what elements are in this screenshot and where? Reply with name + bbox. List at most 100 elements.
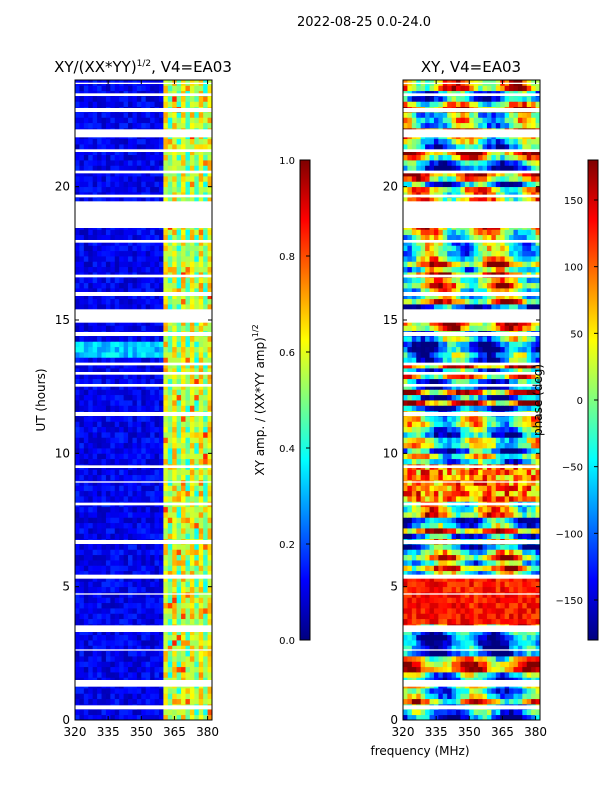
amp-cell	[119, 490, 125, 497]
phase-cell	[526, 576, 532, 582]
phase-cell	[491, 618, 497, 625]
amp-cell	[194, 149, 200, 156]
amp-cell	[110, 640, 116, 646]
amp-cell	[185, 613, 191, 620]
amp-cell	[185, 234, 191, 241]
amp-cell	[75, 656, 80, 662]
flagged-gap	[75, 540, 212, 544]
amp-cell	[88, 570, 94, 577]
amp-cell	[172, 229, 178, 236]
phase-cell	[504, 554, 510, 561]
amp-cell	[181, 672, 186, 678]
amp-cell	[101, 277, 107, 284]
amp-cell	[92, 517, 98, 524]
amp-cell	[97, 522, 102, 529]
phase-cell	[403, 581, 408, 588]
amp-cell	[101, 698, 107, 705]
phase-cell	[433, 634, 439, 641]
phase-cell	[456, 698, 461, 705]
amp-cell	[92, 277, 98, 284]
amp-cell	[75, 672, 80, 678]
phase-cell	[438, 576, 444, 582]
amp-cell	[119, 282, 125, 289]
phase-cell	[491, 714, 497, 721]
phase-cell	[509, 544, 514, 550]
phase-cell	[513, 709, 519, 716]
phase-cell	[504, 528, 510, 534]
amp-cell	[119, 666, 125, 673]
phase-cell	[420, 544, 426, 550]
phase-cell	[433, 656, 439, 662]
phase-cell	[482, 544, 488, 550]
amp-cell	[207, 672, 213, 678]
amp-cell	[128, 714, 133, 721]
phase-cell	[522, 613, 528, 620]
amp-cell	[79, 565, 85, 572]
amp-cell	[207, 474, 213, 481]
phase-cell	[535, 629, 541, 636]
amp-cell	[105, 250, 111, 257]
amp-cell	[158, 544, 164, 550]
amp-cell	[83, 656, 89, 662]
phase-cell	[535, 586, 541, 593]
amp-cell	[176, 490, 182, 497]
phase-cell	[500, 597, 506, 604]
amp-cell	[172, 336, 178, 342]
amp-cell	[172, 240, 178, 246]
phase-cell	[495, 554, 501, 561]
amp-cell	[128, 165, 133, 172]
amp-cell	[79, 144, 85, 150]
amp-cell	[167, 576, 173, 582]
amp-cell	[181, 474, 186, 481]
amp-cell	[176, 709, 182, 716]
phase-cell	[486, 592, 492, 598]
amp-cell	[88, 528, 94, 534]
amp-cell	[110, 250, 116, 257]
amp-cell	[181, 261, 186, 268]
amp-cell	[110, 245, 116, 252]
phase-cell	[416, 640, 422, 646]
amp-cell	[105, 138, 111, 145]
phase-cell	[509, 672, 514, 678]
amp-cell	[123, 277, 129, 284]
phase-cell	[482, 554, 488, 561]
phase-cell	[425, 634, 430, 641]
amp-cell	[189, 160, 195, 166]
amp-cell	[119, 586, 125, 593]
amp-cell	[92, 298, 98, 305]
amp-cell	[75, 357, 80, 364]
amp-cell	[145, 373, 151, 380]
phase-cell	[526, 709, 532, 716]
amp-cell	[145, 549, 151, 556]
amp-cell	[172, 480, 178, 486]
amp-cell	[189, 640, 195, 646]
phase-cell	[425, 522, 430, 529]
amp-cell	[119, 512, 125, 518]
amp-cell	[114, 352, 120, 358]
amp-cell	[136, 453, 142, 460]
amp-cell	[123, 149, 129, 156]
phase-cell	[469, 522, 475, 529]
amp-cell	[189, 320, 195, 326]
amp-cell	[154, 112, 160, 118]
amp-cell	[92, 426, 98, 433]
amp-cell	[141, 186, 147, 193]
amp-cell	[141, 320, 147, 326]
amp-cell	[83, 608, 89, 614]
amp-cell	[101, 442, 107, 449]
amp-cell	[141, 549, 147, 556]
amp-cell	[136, 96, 142, 102]
amp-cell	[110, 256, 116, 262]
amp-cell	[185, 432, 191, 438]
phase-cell	[442, 554, 448, 561]
amp-cell	[105, 432, 111, 438]
amp-cell	[119, 144, 125, 150]
amp-cell	[163, 634, 169, 641]
amp-cell	[83, 170, 89, 177]
phase-cell	[464, 570, 470, 577]
phase-cell	[447, 597, 453, 604]
amp-cell	[83, 586, 89, 593]
amp-cell	[172, 565, 178, 572]
amp-cell	[132, 437, 138, 444]
amp-cell	[136, 229, 142, 236]
